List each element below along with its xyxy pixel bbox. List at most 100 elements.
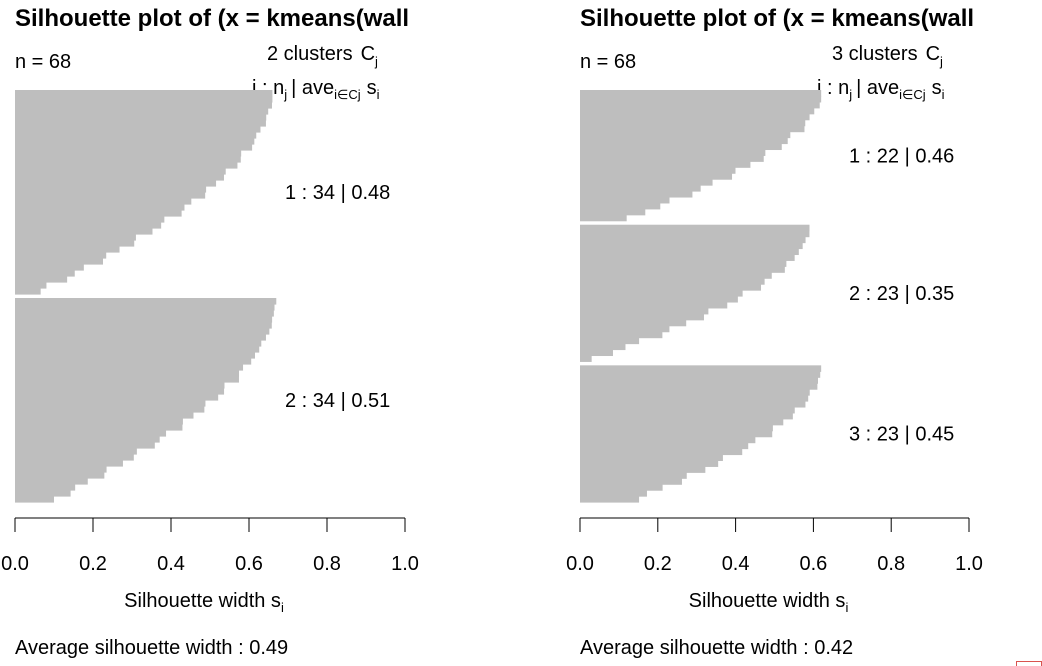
silhouette-bar xyxy=(15,96,273,103)
average-silhouette-label: Average silhouette width : 0.42 xyxy=(580,637,853,659)
silhouette-bar xyxy=(580,365,822,372)
silhouette-bar xyxy=(15,484,76,491)
silhouette-bar xyxy=(15,180,217,187)
cluster-2-bars xyxy=(15,298,277,503)
silhouette-bar xyxy=(15,418,183,425)
silhouette-bar xyxy=(580,167,736,174)
header-s-sub: i xyxy=(377,87,380,102)
silhouette-plot-2-clusters: Silhouette plot of (x = kmeans(wall n = 6… xyxy=(1,5,419,659)
cluster-2-bars xyxy=(580,224,810,362)
x-axis-label-text: Silhouette width s xyxy=(689,590,846,612)
silhouette-bar xyxy=(580,254,795,261)
silhouette-bar xyxy=(580,248,799,256)
x-axis-label-sub: i xyxy=(281,600,284,615)
silhouette-bar xyxy=(15,358,252,365)
silhouette-panel-2-clusters: Silhouette plot of (x = kmeans(wall n = 6… xyxy=(1,5,419,659)
silhouette-bar xyxy=(580,490,647,497)
silhouette-bar xyxy=(580,343,626,351)
silhouette-bar xyxy=(15,352,255,359)
n-label: n = 68 xyxy=(580,51,636,73)
silhouette-bar xyxy=(580,466,706,473)
silhouette-bar xyxy=(15,234,136,241)
silhouette-bar xyxy=(580,284,762,291)
silhouette-bar xyxy=(580,418,784,426)
silhouette-bar xyxy=(580,278,765,285)
header-ave: | ave xyxy=(291,77,334,99)
cluster-3-bars xyxy=(580,365,822,503)
n-label: n = 68 xyxy=(15,51,71,73)
silhouette-bar xyxy=(580,224,810,232)
silhouette-bar xyxy=(15,126,261,133)
cluster-1-bars xyxy=(15,90,273,295)
silhouette-bar xyxy=(15,370,240,377)
silhouette-bar xyxy=(580,107,815,115)
silhouette-bar xyxy=(580,266,785,273)
cluster-1-bars xyxy=(580,90,822,222)
silhouette-bar xyxy=(15,102,272,109)
silhouette-bar xyxy=(15,246,120,253)
silhouette-bar xyxy=(580,131,791,139)
silhouette-bar xyxy=(15,478,88,485)
silhouette-bar xyxy=(580,319,687,327)
corner-indicator xyxy=(1016,661,1042,666)
silhouette-bar xyxy=(580,337,640,345)
silhouette-bar xyxy=(580,307,709,315)
silhouette-bar xyxy=(15,282,47,289)
silhouette-plot-3-clusters: Silhouette plot of (x = kmeans(wall n = 6… xyxy=(566,5,983,659)
x-axis-label-text: Silhouette width s xyxy=(124,590,281,612)
x-tick-label: 0.2 xyxy=(644,553,672,575)
silhouette-bar xyxy=(580,95,822,103)
chart-title: Silhouette plot of (x = kmeans(wall xyxy=(580,5,974,32)
silhouette-bar xyxy=(15,138,255,145)
silhouette-bar xyxy=(15,90,273,97)
silhouette-bar xyxy=(15,222,162,229)
silhouette-bar xyxy=(15,346,260,353)
silhouette-bar xyxy=(15,156,241,163)
clusters-symbol: C xyxy=(926,43,940,65)
silhouette-bar xyxy=(15,264,84,271)
silhouette-bar xyxy=(580,143,782,151)
silhouette-bar xyxy=(580,331,663,339)
silhouette-bar xyxy=(15,316,273,323)
cluster-1-label: 1 : 22 | 0.46 xyxy=(849,145,954,167)
silhouette-bar xyxy=(15,144,253,151)
x-tick-label: 0.4 xyxy=(157,553,185,575)
x-axis-label-sub: i xyxy=(845,600,848,615)
cluster-table-header: j : nj | avei∈Cj si xyxy=(816,77,945,102)
silhouette-bar xyxy=(15,334,266,341)
silhouette-bar xyxy=(580,484,663,491)
silhouette-bar xyxy=(15,198,192,205)
x-tick-label: 0.6 xyxy=(799,553,827,575)
header-s-sub: i xyxy=(942,87,945,102)
silhouette-bar xyxy=(15,150,242,157)
silhouette-bar xyxy=(580,196,670,204)
silhouette-bar xyxy=(15,132,257,139)
silhouette-bar xyxy=(15,406,205,413)
silhouette-bar xyxy=(580,448,743,456)
silhouette-panel-3-clusters: Silhouette plot of (x = kmeans(wall n = 6… xyxy=(565,0,1042,666)
x-tick-label: 0.0 xyxy=(1,553,29,575)
silhouette-bar xyxy=(580,137,788,145)
header-ave-sub: i∈Cj xyxy=(899,87,926,102)
silhouette-bar xyxy=(15,174,224,181)
silhouette-bar xyxy=(15,388,225,395)
silhouette-bar xyxy=(580,173,733,180)
x-tick-label: 0.0 xyxy=(566,553,594,575)
silhouette-bar xyxy=(580,185,701,192)
silhouette-bar xyxy=(15,430,167,437)
silhouette-bar xyxy=(580,412,793,420)
silhouette-bar xyxy=(580,149,766,156)
clusters-symbol: C xyxy=(361,43,375,65)
silhouette-bar xyxy=(15,298,277,305)
clusters-label: 2 clusters Cj xyxy=(267,43,378,69)
silhouette-bar xyxy=(580,460,719,467)
silhouette-bar xyxy=(580,401,806,408)
silhouette-bar xyxy=(15,382,225,389)
silhouette-bar xyxy=(15,240,135,247)
silhouette-bar xyxy=(580,395,809,402)
silhouette-bar xyxy=(15,490,71,497)
silhouette-bar xyxy=(580,236,806,244)
silhouette-bar xyxy=(15,288,41,295)
silhouette-bar xyxy=(580,454,723,462)
silhouette-bar xyxy=(15,436,160,443)
